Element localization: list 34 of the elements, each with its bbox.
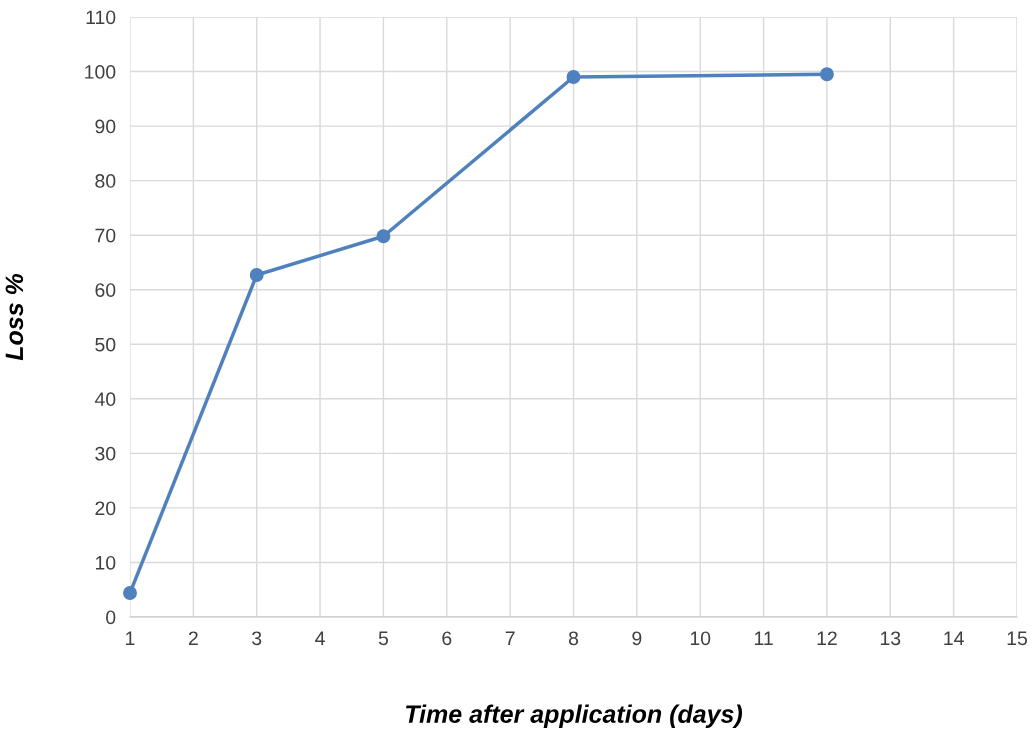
y-tick-label: 90	[95, 119, 116, 134]
x-tick-label: 15	[1007, 631, 1027, 646]
point	[566, 70, 581, 84]
point	[249, 268, 264, 282]
x-tick-label: 10	[690, 631, 711, 646]
x-tick-label: 7	[505, 631, 515, 645]
point	[376, 229, 391, 244]
y-tick-label: 20	[95, 501, 116, 516]
x-tick-label: 13	[880, 631, 901, 646]
y-tick-label: 110	[86, 10, 116, 25]
x-tick-label: 6	[442, 631, 452, 646]
x-tick-label: 4	[315, 631, 325, 645]
y-tick-label: 100	[85, 65, 116, 79]
y-tick-label: 80	[95, 174, 116, 188]
point	[123, 586, 137, 600]
x-tick-label: 8	[568, 631, 579, 646]
x-axis-title: Time after application (days)	[406, 704, 743, 728]
x-tick-label: 14	[944, 631, 964, 645]
point	[819, 67, 834, 82]
y-tick-label: 0	[106, 610, 116, 625]
y-tick-label: 60	[95, 283, 116, 297]
y-tick-label: 30	[95, 446, 116, 461]
x-tick-label: 11	[754, 631, 773, 645]
x-tick-label: 2	[188, 631, 198, 645]
x-tick-label: 9	[632, 631, 642, 646]
y-axis-title: Loss %	[5, 273, 24, 361]
y-tick-label: 70	[95, 228, 116, 243]
x-tick-label: 12	[817, 631, 837, 645]
x-tick-label: 1	[126, 631, 135, 645]
y-tick-label: 40	[94, 392, 116, 407]
x-tick-label: 5	[378, 631, 389, 646]
y-tick-label: 10	[95, 555, 116, 570]
y-tick-label: 50	[95, 337, 116, 352]
x-tick-label: 3	[252, 631, 262, 646]
